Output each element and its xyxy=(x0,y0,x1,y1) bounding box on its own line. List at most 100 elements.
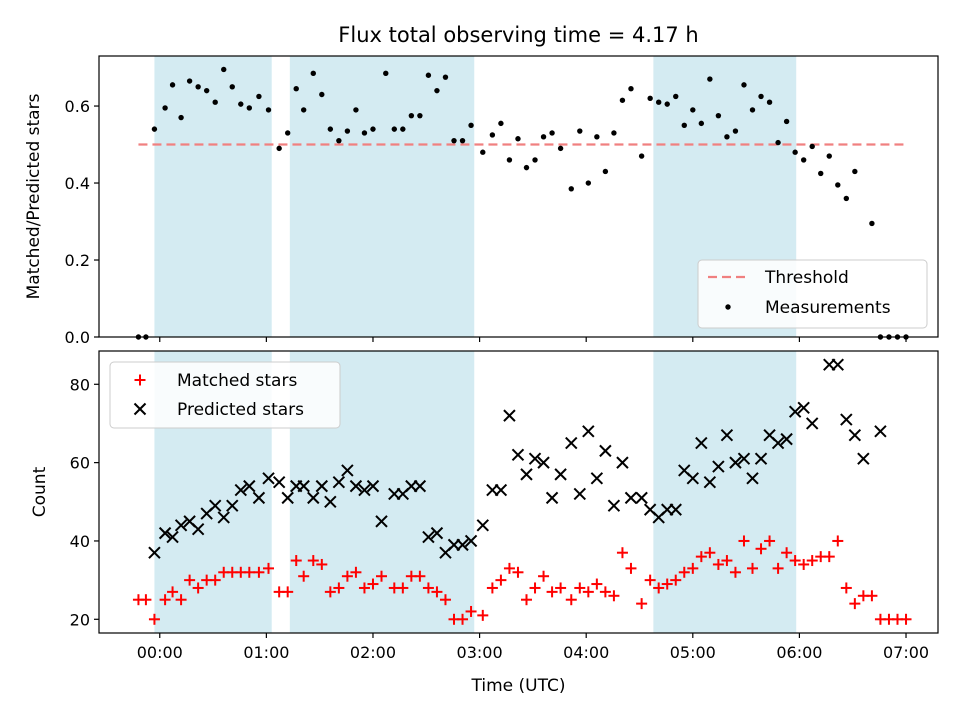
predicted-point xyxy=(272,476,286,489)
legend-matched-label: Matched stars xyxy=(177,371,297,391)
predicted-point-b xyxy=(430,526,444,540)
predicted-point xyxy=(174,519,188,532)
matched-point xyxy=(747,562,759,574)
matched-point xyxy=(376,570,388,582)
predicted-point xyxy=(797,401,810,414)
matched-point xyxy=(789,555,801,567)
x-tick-label: 00:00 xyxy=(137,643,183,662)
predicted-point xyxy=(375,515,388,528)
legend-x-marker xyxy=(133,402,147,416)
predicted-point xyxy=(805,417,819,430)
predicted-point xyxy=(166,530,179,544)
predicted-point-b xyxy=(307,491,320,505)
measurement-point xyxy=(408,112,415,119)
measurement-point xyxy=(515,136,521,142)
matched-point xyxy=(477,609,489,621)
observing-interval-1 xyxy=(289,56,475,337)
matched-point xyxy=(529,582,541,594)
predicted-point xyxy=(607,499,621,512)
measurement-point xyxy=(468,122,474,128)
predicted-point-b xyxy=(476,519,489,532)
measurement-point xyxy=(400,126,406,132)
predicted-point-b xyxy=(616,456,629,469)
measurement-point xyxy=(284,130,291,136)
measurement-point xyxy=(741,82,747,88)
predicted-point xyxy=(720,429,734,442)
predicted-point xyxy=(366,479,380,493)
matched-point xyxy=(712,558,724,570)
predicted-point-b xyxy=(366,479,380,493)
matched-point xyxy=(192,582,204,594)
measurement-point xyxy=(619,97,626,103)
predicted-point xyxy=(746,472,759,485)
measurement-point xyxy=(498,120,504,127)
matched-point xyxy=(625,562,637,574)
predicted-point xyxy=(729,456,742,469)
predicted-point-b xyxy=(703,476,717,489)
bottom-y-tick-label: 40 xyxy=(70,532,90,551)
matched-point xyxy=(397,582,409,594)
x-tick-label: 03:00 xyxy=(457,643,503,662)
predicted-point xyxy=(456,538,469,552)
matched-point xyxy=(414,570,426,582)
measurement-point xyxy=(577,128,583,134)
top-panel: 0.0 0.2 0.4 0.6 Flux total observing time =… xyxy=(24,23,939,347)
measurement-point xyxy=(391,126,398,132)
predicted-point-b xyxy=(780,432,793,446)
predicted-point xyxy=(831,358,844,371)
matched-point xyxy=(431,586,443,598)
predicted-point xyxy=(217,511,230,524)
predicted-point xyxy=(262,472,275,485)
predicted-point-b xyxy=(545,491,559,505)
predicted-point-b xyxy=(643,503,657,516)
matched-point xyxy=(367,578,379,590)
measurement-point xyxy=(169,82,176,88)
predicted-point-b xyxy=(422,530,435,544)
predicted-point-b xyxy=(607,499,621,512)
observing-interval-0 xyxy=(154,56,272,337)
measurement-point xyxy=(732,128,739,134)
measurement-point xyxy=(775,139,781,146)
predicted-point xyxy=(754,452,768,465)
matched-point xyxy=(565,594,577,606)
measurement-point xyxy=(327,126,334,132)
matched-point xyxy=(616,547,628,559)
measurement-point xyxy=(178,114,184,121)
matched-point xyxy=(653,582,665,594)
predicted-point xyxy=(857,452,870,465)
matched-point xyxy=(358,582,370,594)
measurement-point xyxy=(628,86,634,92)
predicted-point-b xyxy=(324,495,337,508)
top-legend-box xyxy=(697,259,928,329)
predicted-point-b xyxy=(332,476,346,489)
predicted-point-b xyxy=(874,425,887,438)
legend-threshold-label: Threshold xyxy=(764,268,849,288)
measurement-point xyxy=(826,153,832,159)
measurement-point xyxy=(383,70,389,77)
measurement-point xyxy=(557,145,564,152)
bottom-y-tick-label: 80 xyxy=(70,375,90,394)
predicted-point xyxy=(874,425,887,438)
matched-point xyxy=(687,562,699,574)
matched-point xyxy=(253,566,265,578)
matched-point xyxy=(324,586,336,598)
x-tick-label: 07:00 xyxy=(883,643,929,662)
predicted-point-b xyxy=(208,499,222,512)
predicted-point-b xyxy=(183,515,196,528)
legend-measurements-swatch xyxy=(725,304,731,310)
predicted-point-b xyxy=(565,436,578,450)
predicted-point-b xyxy=(686,472,700,485)
predicted-point-b xyxy=(191,523,205,536)
matched-point xyxy=(307,555,319,567)
matched-point xyxy=(422,582,434,594)
matched-point xyxy=(159,594,171,606)
matched-point xyxy=(574,582,586,594)
predicted-point xyxy=(503,409,516,422)
measurement-point xyxy=(434,87,440,94)
predicted-point-b xyxy=(349,479,363,493)
matched-point xyxy=(900,613,912,625)
predicted-point-b xyxy=(413,479,427,493)
predicted-point-b xyxy=(720,429,734,442)
matched-point xyxy=(832,535,844,547)
measurement-point xyxy=(611,130,617,136)
